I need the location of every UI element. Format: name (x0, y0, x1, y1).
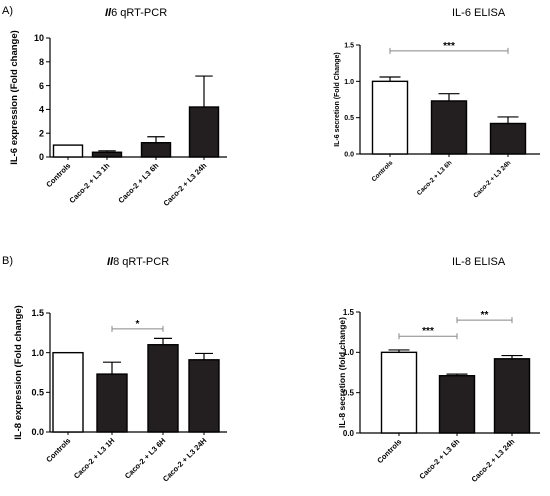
chart-title-rest: IL-8 ELISA (452, 256, 506, 268)
category-label: Caco-2 + L3 24h (162, 161, 209, 208)
chart-title-italic: Il (105, 7, 112, 19)
y-tick-label: 10 (34, 33, 44, 43)
y-axis-label: IL-8 expression (Fold change) (13, 305, 24, 440)
category-label: Caco-2 + L3 1h (67, 161, 111, 205)
y-tick-label: 6 (39, 81, 44, 91)
chart-title-rest: 6 qRT-PCR (111, 7, 167, 19)
y-tick-label: 1.5 (343, 308, 355, 317)
chart-b1: Il8 qRT-PCR IL-8 expression (Fold change)… (13, 256, 227, 484)
chart-title-rest: 8 qRT-PCR (113, 256, 169, 268)
bar-2 (438, 375, 476, 434)
bar-3 (140, 142, 172, 158)
chart-b2: IL-8 ELISA IL-8 secretion (fold change)0.… (337, 256, 540, 484)
y-tick-label: 0.0 (344, 151, 354, 158)
y-tick-label: 0.5 (344, 115, 354, 122)
chart-title: Il8 qRT-PCR (107, 256, 169, 268)
category-label: Caco-2 + L3 6h (116, 161, 160, 205)
y-tick-label: 1.0 (31, 348, 44, 358)
category-label: Caco-2 + L3 24H (161, 436, 208, 483)
chart-a2: IL-6 ELISA IL-6 secretion (Fold Change)0.… (334, 7, 540, 200)
bar-3 (489, 122, 527, 155)
y-tick-label: 2 (39, 128, 44, 138)
y-axis-label: IL-6 expression (Fold change) (9, 30, 20, 165)
category-label: Controls (375, 437, 403, 465)
bar-3 (147, 344, 179, 433)
bar-1 (52, 144, 84, 158)
y-tick-label: 0.0 (343, 429, 355, 438)
category-label: Caco-2 + L3 6h (417, 437, 461, 481)
y-tick-label: 4 (39, 105, 44, 115)
bar-2 (430, 100, 468, 155)
chart-title: IL-8 ELISA (452, 256, 506, 268)
y-tick-label: 0 (39, 152, 44, 162)
y-tick-label: 0.5 (343, 388, 355, 397)
y-tick-label: 1.0 (344, 79, 354, 86)
y-tick-label: 1.0 (343, 348, 355, 357)
category-label: Controls (44, 436, 72, 464)
chart-title: IL-6 ELISA (452, 7, 506, 19)
y-tick-label: 0.5 (31, 387, 44, 397)
category-label: Caco-2 + L3 6H (123, 436, 168, 481)
chart-title-rest: IL-6 ELISA (452, 7, 506, 19)
bar-4 (188, 359, 220, 433)
category-label: Caco-2 + L3 24h (470, 437, 517, 484)
significance-label: ** (481, 310, 489, 321)
y-tick-label: 1.5 (31, 308, 44, 318)
chart-title-italic: Il (107, 256, 114, 268)
category-label: Controls (371, 159, 395, 183)
chart-title: Il6 qRT-PCR (105, 7, 167, 19)
bar-4 (188, 106, 220, 158)
significance-label: *** (443, 41, 455, 52)
bar-2 (96, 373, 128, 433)
significance-label: * (136, 319, 140, 330)
panel-label-b: B) (2, 255, 13, 267)
category-label: Controls (44, 161, 72, 189)
category-label: Caco-2 + L3 1H (72, 436, 117, 481)
category-label: Caco-2 + L3 24h (472, 159, 512, 199)
bar-1 (380, 351, 418, 434)
category-label: Caco-2 + L3 6h (416, 159, 454, 197)
y-tick-label: 1.5 (344, 42, 354, 49)
significance-label: *** (422, 326, 434, 337)
panel-label-a: A) (2, 5, 13, 17)
bar-1 (371, 80, 409, 155)
chart-a1: Il6 qRT-PCR IL-6 expression (Fold change)… (9, 7, 227, 208)
bar-2 (91, 151, 123, 158)
bar-1 (52, 351, 84, 433)
y-tick-label: 8 (39, 57, 44, 67)
y-axis-label: IL-6 secretion (Fold Change) (334, 52, 341, 147)
bar-3 (493, 358, 531, 434)
y-axis-label: IL-8 secretion (fold change) (337, 317, 347, 428)
y-tick-label: 0.0 (31, 427, 44, 437)
